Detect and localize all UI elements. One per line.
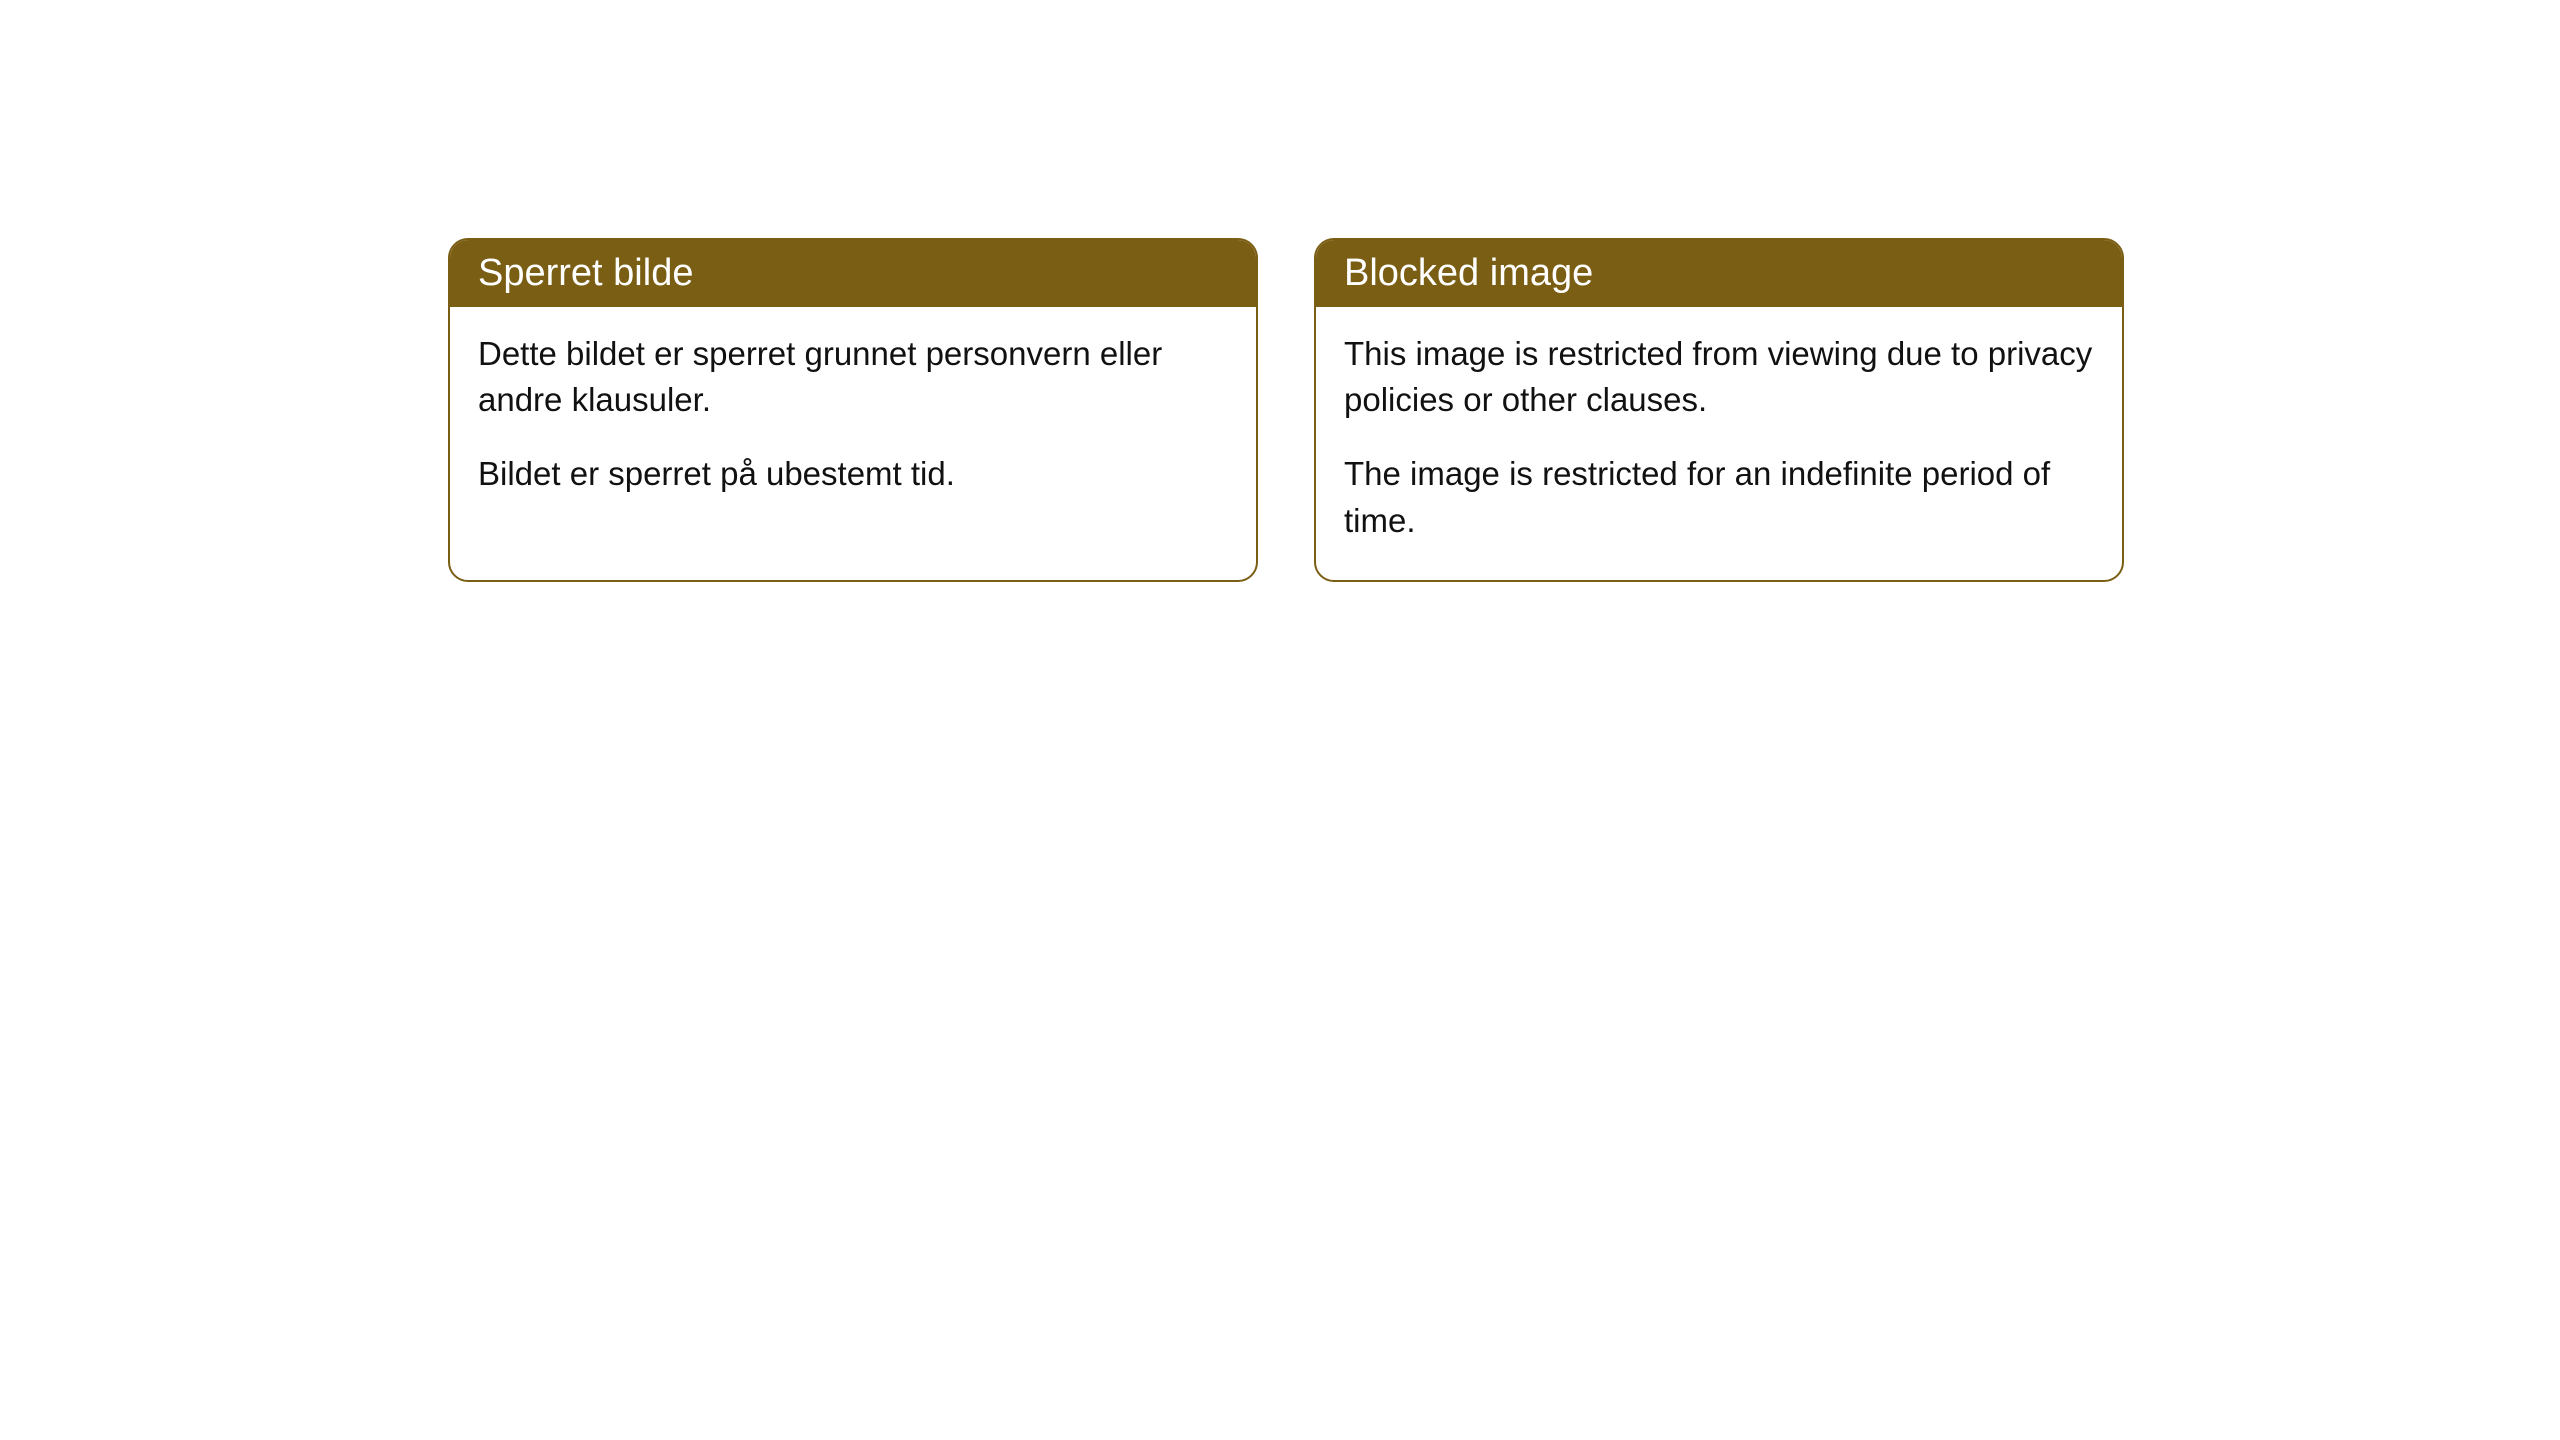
notice-paragraph-2: The image is restricted for an indefinit… bbox=[1344, 451, 2094, 543]
notice-paragraph-1: This image is restricted from viewing du… bbox=[1344, 331, 2094, 423]
notice-cards-container: Sperret bilde Dette bildet er sperret gr… bbox=[0, 0, 2560, 582]
card-body: Dette bildet er sperret grunnet personve… bbox=[450, 307, 1256, 534]
card-header: Sperret bilde bbox=[450, 240, 1256, 307]
notice-paragraph-1: Dette bildet er sperret grunnet personve… bbox=[478, 331, 1228, 423]
notice-card-english: Blocked image This image is restricted f… bbox=[1314, 238, 2124, 582]
notice-card-norwegian: Sperret bilde Dette bildet er sperret gr… bbox=[448, 238, 1258, 582]
notice-paragraph-2: Bildet er sperret på ubestemt tid. bbox=[478, 451, 1228, 497]
card-body: This image is restricted from viewing du… bbox=[1316, 307, 2122, 580]
card-header: Blocked image bbox=[1316, 240, 2122, 307]
